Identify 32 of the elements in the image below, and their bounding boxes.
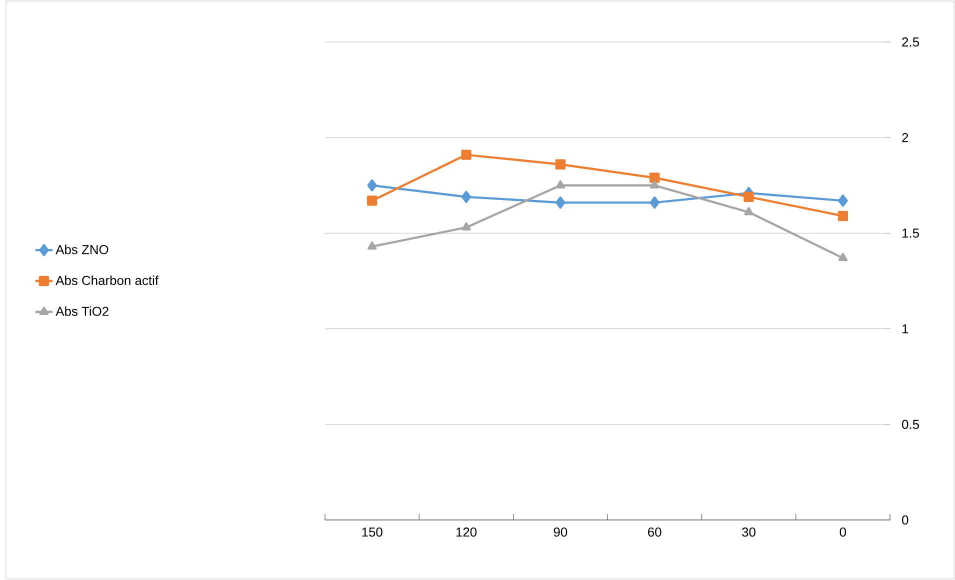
point xyxy=(462,222,471,231)
point xyxy=(838,194,848,207)
point xyxy=(744,207,754,216)
y-tick-label: 2.5 xyxy=(902,37,919,47)
legend-label: Abs ZNO xyxy=(56,244,108,254)
point xyxy=(367,179,377,192)
point xyxy=(649,172,660,183)
point xyxy=(650,196,660,209)
legend-label: Abs Charbon actif xyxy=(56,276,159,286)
y-tick-label: 1 xyxy=(902,324,908,334)
point xyxy=(650,180,660,188)
point xyxy=(838,252,848,262)
y-tick-label: 1.5 xyxy=(902,228,919,238)
point xyxy=(368,241,377,250)
x-tick-label: 0 xyxy=(840,528,846,537)
point xyxy=(461,190,472,203)
y-tick-label: 0.5 xyxy=(902,420,919,429)
point xyxy=(366,196,378,206)
y-tick-label: 2 xyxy=(902,133,908,142)
x-tick-label: 120 xyxy=(456,528,477,537)
x-tick-label: 150 xyxy=(362,528,382,537)
x-tick-label: 30 xyxy=(742,528,756,537)
legend-label: Abs TiO2 xyxy=(56,306,108,316)
point xyxy=(556,180,565,188)
x-tick-label: 90 xyxy=(554,528,568,537)
point xyxy=(744,192,754,202)
point xyxy=(555,159,566,170)
point xyxy=(556,196,566,209)
point xyxy=(461,150,472,160)
y-tick-label: 0 xyxy=(902,515,908,525)
point xyxy=(838,210,848,222)
x-tick-label: 60 xyxy=(648,528,662,537)
